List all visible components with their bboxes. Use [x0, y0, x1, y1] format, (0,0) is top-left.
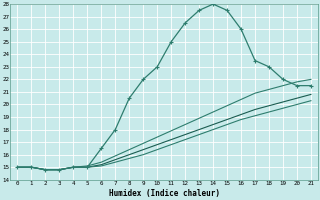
- X-axis label: Humidex (Indice chaleur): Humidex (Indice chaleur): [109, 189, 220, 198]
